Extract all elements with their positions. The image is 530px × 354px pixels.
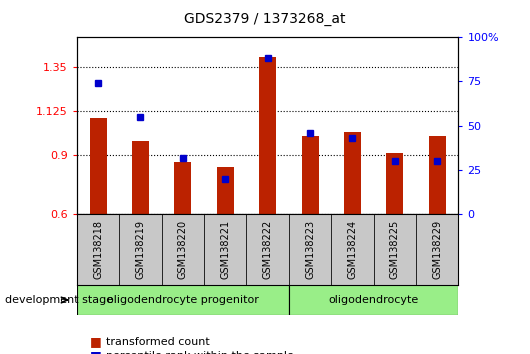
Text: GSM138225: GSM138225	[390, 220, 400, 279]
Text: transformed count: transformed count	[106, 337, 210, 347]
Text: GSM138224: GSM138224	[348, 220, 357, 279]
Text: GSM138220: GSM138220	[178, 220, 188, 279]
Text: ■: ■	[90, 349, 102, 354]
Bar	[429, 136, 446, 214]
Bar	[386, 153, 403, 214]
Bar	[259, 57, 276, 214]
Bar	[119, 214, 162, 285]
Bar	[289, 285, 458, 315]
Text: GSM138221: GSM138221	[220, 220, 230, 279]
Bar	[132, 141, 149, 214]
Bar	[374, 214, 416, 285]
Bar	[162, 214, 204, 285]
Bar	[77, 285, 289, 315]
Text: GSM138223: GSM138223	[305, 220, 315, 279]
Text: development stage: development stage	[5, 295, 113, 305]
Bar	[344, 132, 361, 214]
Text: GSM138219: GSM138219	[136, 220, 145, 279]
Bar	[246, 214, 289, 285]
Bar	[90, 118, 107, 214]
Bar	[204, 214, 246, 285]
Text: GSM138222: GSM138222	[263, 220, 272, 279]
Bar	[174, 162, 191, 214]
Bar	[77, 214, 119, 285]
Text: GDS2379 / 1373268_at: GDS2379 / 1373268_at	[184, 12, 346, 27]
Text: percentile rank within the sample: percentile rank within the sample	[106, 351, 294, 354]
Text: GSM138229: GSM138229	[432, 220, 442, 279]
Text: oligodendrocyte: oligodendrocyte	[329, 295, 419, 305]
Bar	[331, 214, 374, 285]
Text: oligodendrocyte progenitor: oligodendrocyte progenitor	[107, 295, 259, 305]
Bar	[416, 214, 458, 285]
Bar	[289, 214, 331, 285]
Text: ■: ■	[90, 335, 102, 348]
Bar	[302, 136, 319, 214]
Text: GSM138218: GSM138218	[93, 220, 103, 279]
Bar	[217, 167, 234, 214]
